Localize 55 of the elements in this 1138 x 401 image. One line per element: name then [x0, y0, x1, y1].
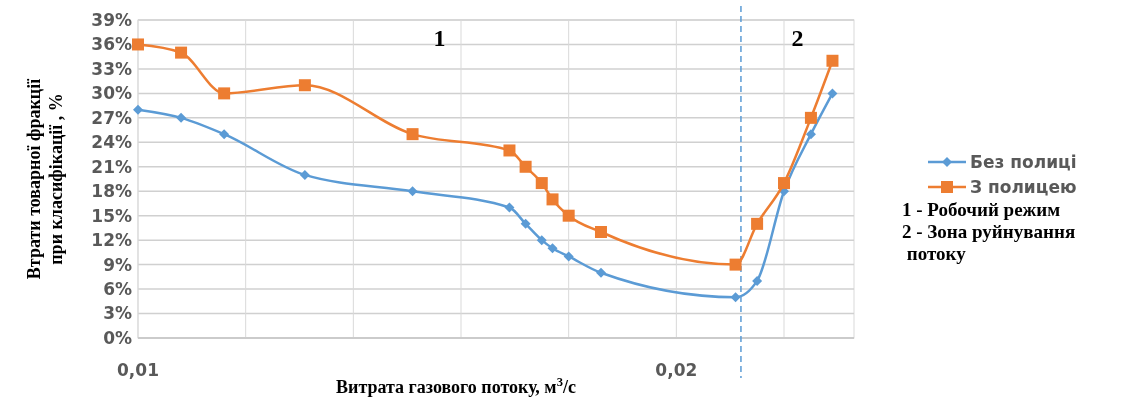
point	[729, 258, 742, 271]
point	[504, 202, 515, 213]
x-tick-label: 0,02	[655, 360, 698, 380]
x-tick-label: 0,01	[117, 360, 159, 380]
point	[133, 104, 143, 115]
point	[805, 129, 816, 140]
y-tick-label: 12%	[91, 230, 132, 251]
point	[804, 111, 817, 124]
y-tick-label: 15%	[91, 205, 132, 226]
point	[176, 112, 187, 123]
point	[503, 144, 516, 157]
y-tick-label: 27%	[91, 107, 132, 128]
point	[595, 267, 606, 278]
x-axis-title: Витрата газового потоку, м$^{3}$/с	[336, 375, 576, 397]
legend-label: З полицею	[970, 176, 1077, 197]
point	[406, 128, 419, 141]
text: 2 - Зона руйнування потоку	[902, 221, 1076, 264]
point	[547, 243, 558, 254]
point	[536, 235, 547, 246]
point	[752, 275, 763, 286]
y-tick-label: 21%	[91, 156, 132, 177]
annotation: 1	[433, 25, 446, 52]
point	[219, 129, 230, 140]
point	[730, 292, 741, 303]
point	[175, 46, 188, 59]
y-axis-title: Втрати товарної фракції при класифікації , %	[24, 77, 66, 280]
point	[827, 88, 838, 99]
point	[562, 209, 575, 222]
y-tick-label: 6%	[103, 279, 132, 300]
y-tick-label: 33%	[91, 58, 132, 79]
point	[520, 218, 531, 229]
y-tick-label: 24%	[91, 132, 132, 153]
y-tick-label: 3%	[103, 303, 132, 324]
y-tick-label: 18%	[91, 181, 132, 202]
y-tick-label: 9%	[103, 254, 132, 275]
point	[407, 186, 418, 197]
y-tick-label: 30%	[91, 83, 132, 104]
point	[132, 38, 144, 51]
point	[826, 54, 839, 67]
point	[546, 193, 559, 206]
point	[298, 79, 311, 92]
point	[594, 226, 607, 238]
point	[563, 251, 574, 262]
point	[299, 169, 310, 180]
point	[218, 87, 231, 100]
point	[751, 217, 764, 230]
point	[519, 160, 532, 173]
y-tick-label: 36%	[91, 34, 132, 55]
point	[778, 177, 791, 190]
y-tick-label: 39%	[91, 9, 132, 30]
point	[535, 177, 548, 190]
text: 1 - Робочий режим	[902, 199, 1061, 220]
y-tick-label: 0%	[103, 327, 132, 348]
annotation: 2	[791, 25, 804, 52]
legend-label: Без полиці	[970, 151, 1077, 172]
